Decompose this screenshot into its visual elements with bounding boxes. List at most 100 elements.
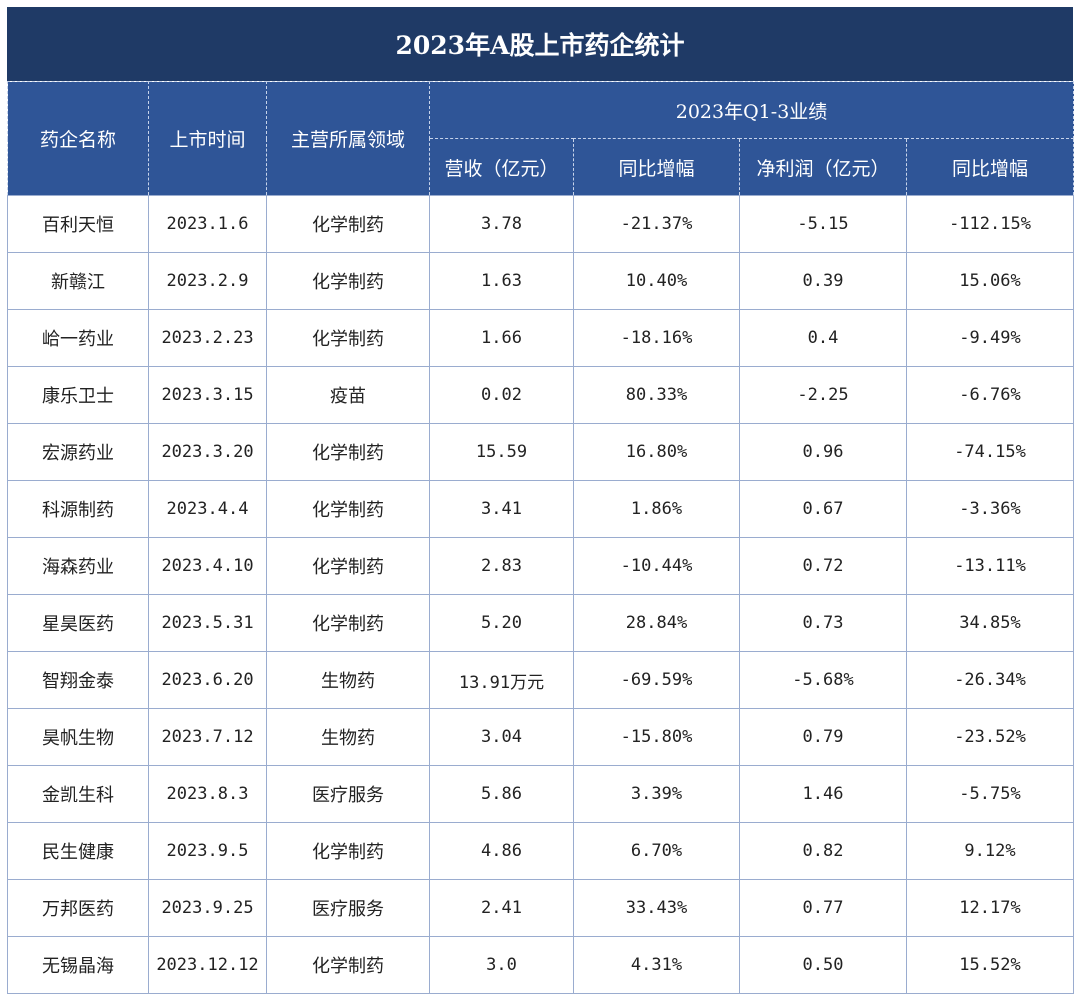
cell-revenue: 3.04 [429, 708, 574, 766]
cell-net-profit-yoy: -112.15% [905, 195, 1075, 253]
cell-net-profit: 0.4 [739, 309, 907, 367]
table-row: 峆一药业 2023.2.23 化学制药 1.66 -18.16% 0.4 -9.49% [7, 309, 1075, 367]
cell-business-domain: 化学制药 [266, 594, 430, 652]
table-title: 2023年A股上市药企统计 [7, 7, 1073, 81]
cell-revenue: 5.86 [429, 765, 574, 823]
cell-net-profit: -2.25 [739, 366, 907, 424]
cell-revenue: 1.63 [429, 252, 574, 310]
cell-business-domain: 生物药 [266, 651, 430, 709]
cell-net-profit-yoy: -74.15% [905, 423, 1075, 481]
cell-company-name: 科源制药 [7, 480, 149, 538]
cell-business-domain: 化学制药 [266, 309, 430, 367]
table-row: 宏源药业 2023.3.20 化学制药 15.59 16.80% 0.96 -74.15% [7, 423, 1075, 481]
cell-net-profit: 0.82 [739, 822, 907, 880]
cell-listing-date: 2023.6.20 [148, 651, 267, 709]
cell-net-profit: 0.67 [739, 480, 907, 538]
header-net-profit-yoy: 同比增幅 [905, 138, 1075, 196]
cell-listing-date: 2023.4.4 [148, 480, 267, 538]
cell-listing-date: 2023.2.9 [148, 252, 267, 310]
cell-revenue-yoy: 33.43% [573, 879, 740, 937]
table-body: 百利天恒 2023.1.6 化学制药 3.78 -21.37% -5.15 -112.15%… [7, 195, 1075, 994]
cell-listing-date: 2023.12.12 [148, 936, 267, 994]
cell-revenue-yoy: 6.70% [573, 822, 740, 880]
cell-revenue: 3.78 [429, 195, 574, 253]
cell-business-domain: 化学制药 [266, 252, 430, 310]
header-net-profit: 净利润（亿元） [739, 138, 907, 196]
cell-net-profit: 0.50 [739, 936, 907, 994]
table-row: 百利天恒 2023.1.6 化学制药 3.78 -21.37% -5.15 -112.15% [7, 195, 1075, 253]
cell-revenue: 0.02 [429, 366, 574, 424]
cell-company-name: 无锡晶海 [7, 936, 149, 994]
cell-business-domain: 生物药 [266, 708, 430, 766]
table-row: 昊帆生物 2023.7.12 生物药 3.04 -15.80% 0.79 -23.52% [7, 708, 1075, 766]
cell-listing-date: 2023.5.31 [148, 594, 267, 652]
cell-net-profit: -5.68% [739, 651, 907, 709]
cell-net-profit: 0.39 [739, 252, 907, 310]
cell-company-name: 峆一药业 [7, 309, 149, 367]
cell-net-profit-yoy: 15.52% [905, 936, 1075, 994]
cell-business-domain: 医疗服务 [266, 879, 430, 937]
cell-revenue: 1.66 [429, 309, 574, 367]
cell-listing-date: 2023.9.5 [148, 822, 267, 880]
header-revenue-yoy: 同比增幅 [573, 138, 740, 196]
cell-revenue-yoy: 1.86% [573, 480, 740, 538]
cell-net-profit-yoy: -9.49% [905, 309, 1075, 367]
cell-listing-date: 2023.8.3 [148, 765, 267, 823]
cell-net-profit-yoy: -13.11% [905, 537, 1075, 595]
cell-revenue-yoy: -69.59% [573, 651, 740, 709]
cell-company-name: 智翔金泰 [7, 651, 149, 709]
cell-net-profit: 0.79 [739, 708, 907, 766]
cell-listing-date: 2023.3.20 [148, 423, 267, 481]
cell-net-profit-yoy: -26.34% [905, 651, 1075, 709]
cell-revenue-yoy: 80.33% [573, 366, 740, 424]
cell-net-profit-yoy: -23.52% [905, 708, 1075, 766]
cell-listing-date: 2023.1.6 [148, 195, 267, 253]
cell-revenue: 2.41 [429, 879, 574, 937]
cell-company-name: 百利天恒 [7, 195, 149, 253]
cell-listing-date: 2023.9.25 [148, 879, 267, 937]
table-row: 民生健康 2023.9.5 化学制药 4.86 6.70% 0.82 9.12% [7, 822, 1075, 880]
table-row: 康乐卫士 2023.3.15 疫苗 0.02 80.33% -2.25 -6.76% [7, 366, 1075, 424]
cell-business-domain: 化学制药 [266, 537, 430, 595]
cell-listing-date: 2023.3.15 [148, 366, 267, 424]
cell-net-profit: 0.96 [739, 423, 907, 481]
cell-net-profit: 0.77 [739, 879, 907, 937]
table-row: 新赣江 2023.2.9 化学制药 1.63 10.40% 0.39 15.06% [7, 252, 1075, 310]
cell-net-profit-yoy: 15.06% [905, 252, 1075, 310]
cell-net-profit-yoy: -6.76% [905, 366, 1075, 424]
cell-business-domain: 化学制药 [266, 423, 430, 481]
stats-table: 药企名称 上市时间 主营所属领域 2023年Q1-3业绩 营收（亿元） 同比增幅… [7, 81, 1075, 994]
cell-business-domain: 化学制药 [266, 822, 430, 880]
cell-listing-date: 2023.7.12 [148, 708, 267, 766]
cell-business-domain: 化学制药 [266, 480, 430, 538]
header-performance-group: 2023年Q1-3业绩 [428, 81, 1075, 139]
table-row: 星昊医药 2023.5.31 化学制药 5.20 28.84% 0.73 34.85% [7, 594, 1075, 652]
cell-revenue-yoy: 3.39% [573, 765, 740, 823]
cell-revenue: 3.0 [429, 936, 574, 994]
cell-company-name: 宏源药业 [7, 423, 149, 481]
cell-business-domain: 医疗服务 [266, 765, 430, 823]
header-listing-date: 上市时间 [148, 81, 267, 196]
cell-revenue: 4.86 [429, 822, 574, 880]
cell-revenue-yoy: 4.31% [573, 936, 740, 994]
table-row: 万邦医药 2023.9.25 医疗服务 2.41 33.43% 0.77 12.17% [7, 879, 1075, 937]
cell-net-profit-yoy: -5.75% [905, 765, 1075, 823]
cell-revenue-yoy: -18.16% [573, 309, 740, 367]
table-row: 海森药业 2023.4.10 化学制药 2.83 -10.44% 0.72 -13.11% [7, 537, 1075, 595]
cell-net-profit-yoy: 12.17% [905, 879, 1075, 937]
cell-company-name: 万邦医药 [7, 879, 149, 937]
cell-listing-date: 2023.2.23 [148, 309, 267, 367]
header-business-domain: 主营所属领域 [266, 81, 430, 196]
cell-revenue-yoy: -15.80% [573, 708, 740, 766]
header-revenue: 营收（亿元） [429, 138, 574, 196]
cell-revenue-yoy: 28.84% [573, 594, 740, 652]
table-row: 金凯生科 2023.8.3 医疗服务 5.86 3.39% 1.46 -5.75% [7, 765, 1075, 823]
cell-revenue: 3.41 [429, 480, 574, 538]
cell-company-name: 星昊医药 [7, 594, 149, 652]
cell-revenue-yoy: -10.44% [573, 537, 740, 595]
stats-table-container: 2023年A股上市药企统计 药企名称 上市时间 主营所属领域 2023年Q1-3… [7, 7, 1075, 994]
cell-net-profit: 1.46 [739, 765, 907, 823]
cell-company-name: 康乐卫士 [7, 366, 149, 424]
cell-business-domain: 疫苗 [266, 366, 430, 424]
cell-revenue: 2.83 [429, 537, 574, 595]
